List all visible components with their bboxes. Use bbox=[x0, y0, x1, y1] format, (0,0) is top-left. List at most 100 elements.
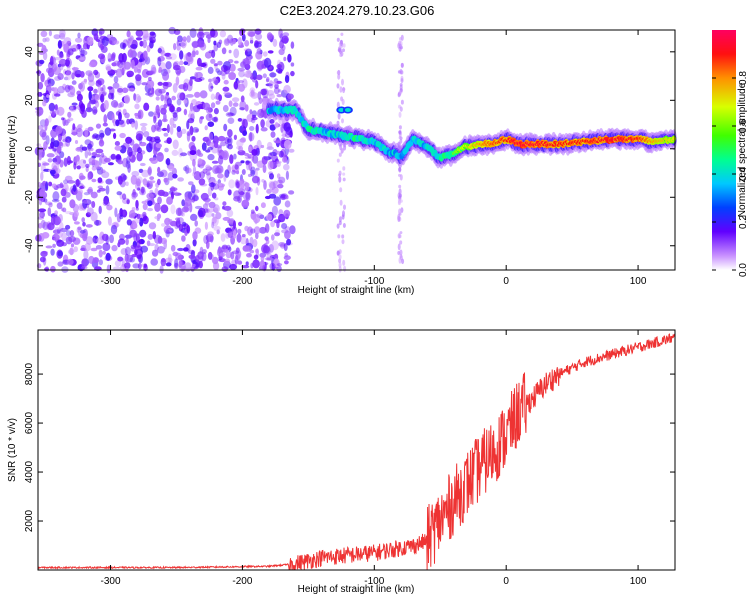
spectrogram-cell bbox=[231, 38, 237, 45]
spectrogram-cell bbox=[288, 190, 295, 195]
spectrogram-cell bbox=[336, 83, 340, 89]
spectrogram-cell bbox=[135, 176, 143, 184]
spectrogram-cell bbox=[249, 36, 254, 44]
spectrogram-cell bbox=[259, 214, 265, 220]
spectrogram-cell bbox=[181, 212, 185, 217]
spectrogram-cell bbox=[278, 89, 282, 93]
spectrogram-x-tick-label: -100 bbox=[364, 276, 384, 287]
spectrogram-cell bbox=[400, 99, 404, 105]
spectrogram-cell bbox=[71, 72, 75, 80]
spectrogram-cell bbox=[42, 37, 47, 43]
spectrogram-cell bbox=[197, 152, 204, 157]
spectrogram-cell bbox=[208, 78, 212, 83]
spectrogram-cell bbox=[124, 246, 131, 256]
spectrogram-cell bbox=[54, 93, 61, 97]
spectrogram-cell bbox=[50, 248, 55, 256]
spectrogram-cell bbox=[157, 57, 162, 67]
spectrogram-cell bbox=[100, 169, 106, 173]
spectrogram-cell bbox=[195, 50, 199, 56]
snr-series-line bbox=[37, 333, 675, 571]
spectrogram-cell bbox=[117, 241, 121, 248]
spectrogram-cell bbox=[250, 209, 255, 214]
spectrogram-cell bbox=[227, 138, 232, 143]
spectrogram-cell bbox=[284, 260, 289, 265]
spectrogram-cell bbox=[243, 152, 250, 157]
spectrogram-cell bbox=[131, 194, 137, 200]
spectrogram-cell bbox=[139, 162, 146, 167]
spectrogram-cell bbox=[234, 60, 239, 64]
spectrogram-cell bbox=[260, 202, 266, 209]
spectrogram-cell bbox=[188, 249, 196, 255]
spectrogram-cell bbox=[192, 239, 197, 247]
snr-x-axis-label: Height of straight line (km) bbox=[298, 584, 415, 595]
spectrogram-cell bbox=[290, 70, 295, 77]
spectrogram-cell bbox=[218, 155, 224, 165]
spectrogram-cell bbox=[105, 66, 112, 72]
spectrogram-cell bbox=[256, 60, 265, 70]
spectrogram-cell bbox=[192, 263, 196, 268]
spectrogram-cell bbox=[195, 128, 199, 133]
spectrogram-cell bbox=[289, 225, 296, 235]
spectrogram-cell bbox=[88, 90, 92, 101]
spectrogram-cell bbox=[98, 259, 104, 266]
spectrogram-cell bbox=[117, 175, 123, 185]
spectrogram-cell bbox=[204, 125, 208, 131]
spectrogram-cell bbox=[338, 254, 342, 260]
spectrogram-cell bbox=[207, 37, 211, 44]
spectrogram-cell bbox=[162, 71, 170, 81]
spectrogram-cell bbox=[236, 139, 244, 147]
spectrogram-cell bbox=[148, 180, 156, 184]
spectrogram-cell bbox=[241, 169, 246, 175]
spectrogram-cell bbox=[199, 90, 208, 99]
spectrogram-cell bbox=[173, 43, 177, 51]
spectrogram-cell bbox=[69, 86, 76, 96]
spectrogram-cell bbox=[110, 224, 118, 235]
spectrogram-cell bbox=[211, 213, 215, 217]
spectrogram-cell bbox=[262, 164, 267, 173]
spectrogram-cell bbox=[135, 74, 142, 82]
spectrogram-cell bbox=[141, 186, 145, 195]
spectrogram-cell bbox=[82, 159, 87, 164]
spectrogram-cell bbox=[140, 245, 148, 253]
spectrogram-cell bbox=[213, 225, 221, 231]
spectrogram-cell bbox=[278, 150, 284, 158]
spectrogram-cell bbox=[141, 263, 145, 267]
spectrogram-cell bbox=[253, 226, 261, 235]
spectrogram-cell bbox=[257, 108, 265, 119]
spectrogram-cell bbox=[211, 77, 217, 81]
spectrogram-cell bbox=[74, 140, 79, 144]
snr-x-tick-label: 0 bbox=[503, 576, 509, 587]
spectrogram-cell bbox=[84, 242, 91, 252]
spectrogram-cell bbox=[67, 258, 74, 266]
spectrogram-cell bbox=[185, 94, 194, 98]
spectrogram-cell bbox=[113, 40, 120, 45]
spectrogram-y-tick-label: 20 bbox=[24, 94, 35, 106]
spectrogram-cell bbox=[54, 210, 58, 216]
colorbar-gradient bbox=[712, 30, 736, 270]
spectrogram-cell bbox=[266, 213, 273, 221]
spectrogram-cell bbox=[164, 229, 173, 233]
spectrogram-cell bbox=[137, 187, 141, 191]
spectrogram-cell bbox=[252, 214, 261, 224]
spectrogram-cell bbox=[121, 209, 128, 218]
spectrogram-cell bbox=[62, 207, 67, 213]
spectrogram-cell bbox=[245, 245, 252, 253]
spectrogram-cell bbox=[401, 258, 405, 265]
spectrogram-cell bbox=[187, 118, 195, 124]
spectrogram-cell bbox=[166, 123, 170, 134]
spectrogram-cell bbox=[136, 254, 142, 259]
spectrogram-cell bbox=[100, 45, 108, 54]
spectrogram-cell bbox=[240, 236, 247, 245]
spectrogram-cell bbox=[242, 130, 248, 136]
spectrogram-cell bbox=[182, 221, 187, 227]
spectrogram-cell bbox=[92, 109, 98, 114]
spectrogram-cell bbox=[45, 245, 53, 249]
spectrogram-cell bbox=[233, 48, 240, 59]
spectrogram-cell bbox=[45, 181, 49, 192]
spectrogram-cell bbox=[160, 94, 165, 102]
spectrogram-cell bbox=[121, 258, 125, 268]
spectrogram-cell bbox=[228, 100, 233, 107]
spectrogram-cell bbox=[276, 64, 282, 69]
spectrogram-cell bbox=[172, 251, 179, 257]
spectrogram-cell bbox=[156, 126, 162, 132]
